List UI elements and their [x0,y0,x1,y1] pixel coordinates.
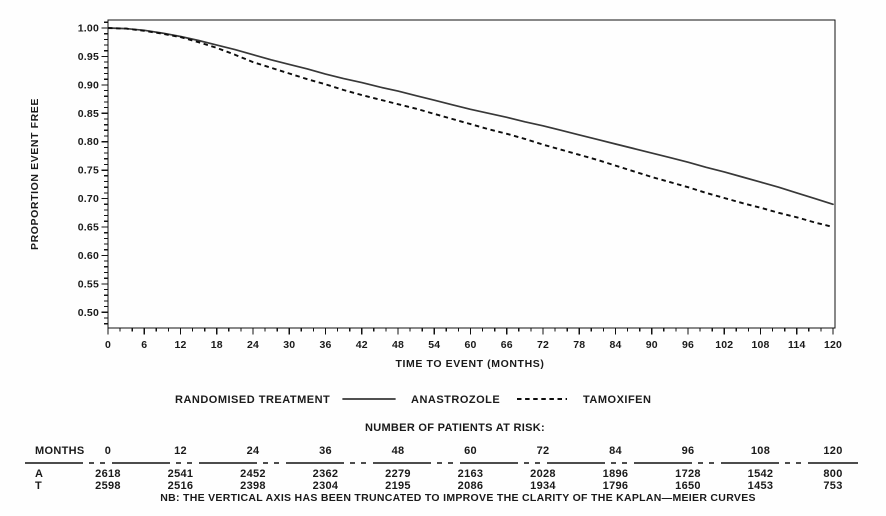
legend-label-anastrozole: ANASTROZOLE [411,394,500,406]
risk-count-a: 2163 [458,468,484,480]
risk-count-t: 2516 [168,480,194,492]
risk-count-a: 2279 [385,468,411,480]
x-axis-ticks [107,328,834,335]
y-axis-ticks [101,21,108,325]
x-tick-label: 12 [174,339,186,351]
y-tick-label: 0.90 [78,79,99,91]
footnote: NB: THE VERTICAL AXIS HAS BEEN TRUNCATED… [160,492,756,504]
risk-count-a: 2541 [168,468,194,480]
y-tick-label: 0.80 [78,136,99,148]
risk-count-a: 2618 [95,468,121,480]
risk-month-value: 12 [174,445,187,457]
risk-count-t: 1453 [748,480,774,492]
risk-count-a: 2362 [313,468,339,480]
x-tick-label: 36 [319,339,331,351]
y-tick-label: 0.75 [78,165,99,177]
y-tick-label: 0.70 [78,193,99,205]
risk-month-value: 24 [247,445,260,457]
risk-count-a: 800 [823,468,842,480]
x-tick-label: 72 [537,339,549,351]
risk-count-a: 1896 [603,468,629,480]
x-tick-label: 60 [464,339,476,351]
x-tick-label: 6 [141,339,147,351]
risk-count-t: 2398 [240,480,266,492]
risk-count-a: 2028 [530,468,556,480]
series-tamoxifen-curve [107,27,834,228]
x-tick-label: 30 [283,339,295,351]
risk-month-value: 36 [319,445,332,457]
risk-count-a: 1542 [748,468,774,480]
x-tick-label: 42 [356,339,368,351]
x-tick-label: 102 [715,339,733,351]
series-anastrozole-curve [107,27,834,206]
y-axis-title: PROPORTION EVENT FREE [29,98,41,250]
risk-month-value: 84 [609,445,622,457]
x-axis-tick-labels: 0 6 12 18 24 30 36 42 48 54 60 66 72 78 84 90 96 102 108 11… [105,339,842,351]
risk-count-t: 1934 [530,480,556,492]
risk-month-value: 72 [537,445,550,457]
x-tick-label: 114 [788,339,806,351]
risk-month-value: 120 [823,445,842,457]
x-tick-label: 96 [682,339,694,351]
risk-table-months-header: MONTHS [35,445,84,457]
risk-count-t: 1796 [603,480,629,492]
y-tick-label: 0.95 [78,51,99,63]
risk-table-patient-counts: 2618 2541 2452 2362 2279 2163 2028 1896 1728 1542… [95,468,842,492]
plot-border [107,19,836,329]
x-tick-label: 48 [392,339,404,351]
x-tick-label: 24 [247,339,259,351]
x-axis-title: TIME TO EVENT (MONTHS) [396,358,545,370]
risk-month-value: 48 [392,445,405,457]
legend: RANDOMISED TREATMENT ANASTROZOLE TAMOXIF… [175,394,651,406]
x-tick-label: 18 [211,339,223,351]
risk-count-t: 753 [823,480,842,492]
risk-count-t: 1650 [675,480,701,492]
x-tick-label: 120 [824,339,842,351]
x-tick-label: 54 [428,339,440,351]
risk-count-t: 2086 [458,480,484,492]
x-tick-label: 0 [105,339,111,351]
y-tick-label: 0.60 [78,250,99,262]
legend-title: RANDOMISED TREATMENT [175,394,330,406]
plot-frame [107,19,836,329]
y-axis-tick-labels: 0.50 0.55 0.60 0.65 0.70 0.75 0.80 0.85 0.90 0.95… [78,23,99,319]
risk-month-value: 60 [464,445,477,457]
y-tick-label: 0.55 [78,278,99,290]
y-tick-label: 1.00 [78,23,99,35]
y-tick-label: 0.85 [78,108,99,120]
risk-month-value: 96 [682,445,695,457]
risk-table-title: NUMBER OF PATIENTS AT RISK: [365,422,545,434]
risk-count-t: 2598 [95,480,121,492]
risk-table-months-values: 0 12 24 36 48 60 72 84 96 108 120 [105,445,843,457]
risk-row-label-anastrozole: A [35,468,43,480]
x-tick-label: 66 [501,339,513,351]
legend-label-tamoxifen: TAMOXIFEN [583,394,651,406]
risk-count-a: 1728 [675,468,701,480]
risk-count-t: 2195 [385,480,411,492]
x-tick-label: 84 [609,339,621,351]
x-tick-label: 90 [646,339,658,351]
risk-month-value: 108 [751,445,770,457]
risk-month-value: 0 [105,445,111,457]
risk-row-label-tamoxifen: T [35,480,42,492]
y-tick-label: 0.50 [78,307,99,319]
risk-count-t: 2304 [313,480,339,492]
risk-table: NUMBER OF PATIENTS AT RISK: MONTHS A T 0… [25,422,858,492]
x-tick-label: 108 [751,339,769,351]
y-tick-label: 0.65 [78,222,99,234]
risk-count-a: 2452 [240,468,266,480]
x-tick-label: 78 [573,339,585,351]
